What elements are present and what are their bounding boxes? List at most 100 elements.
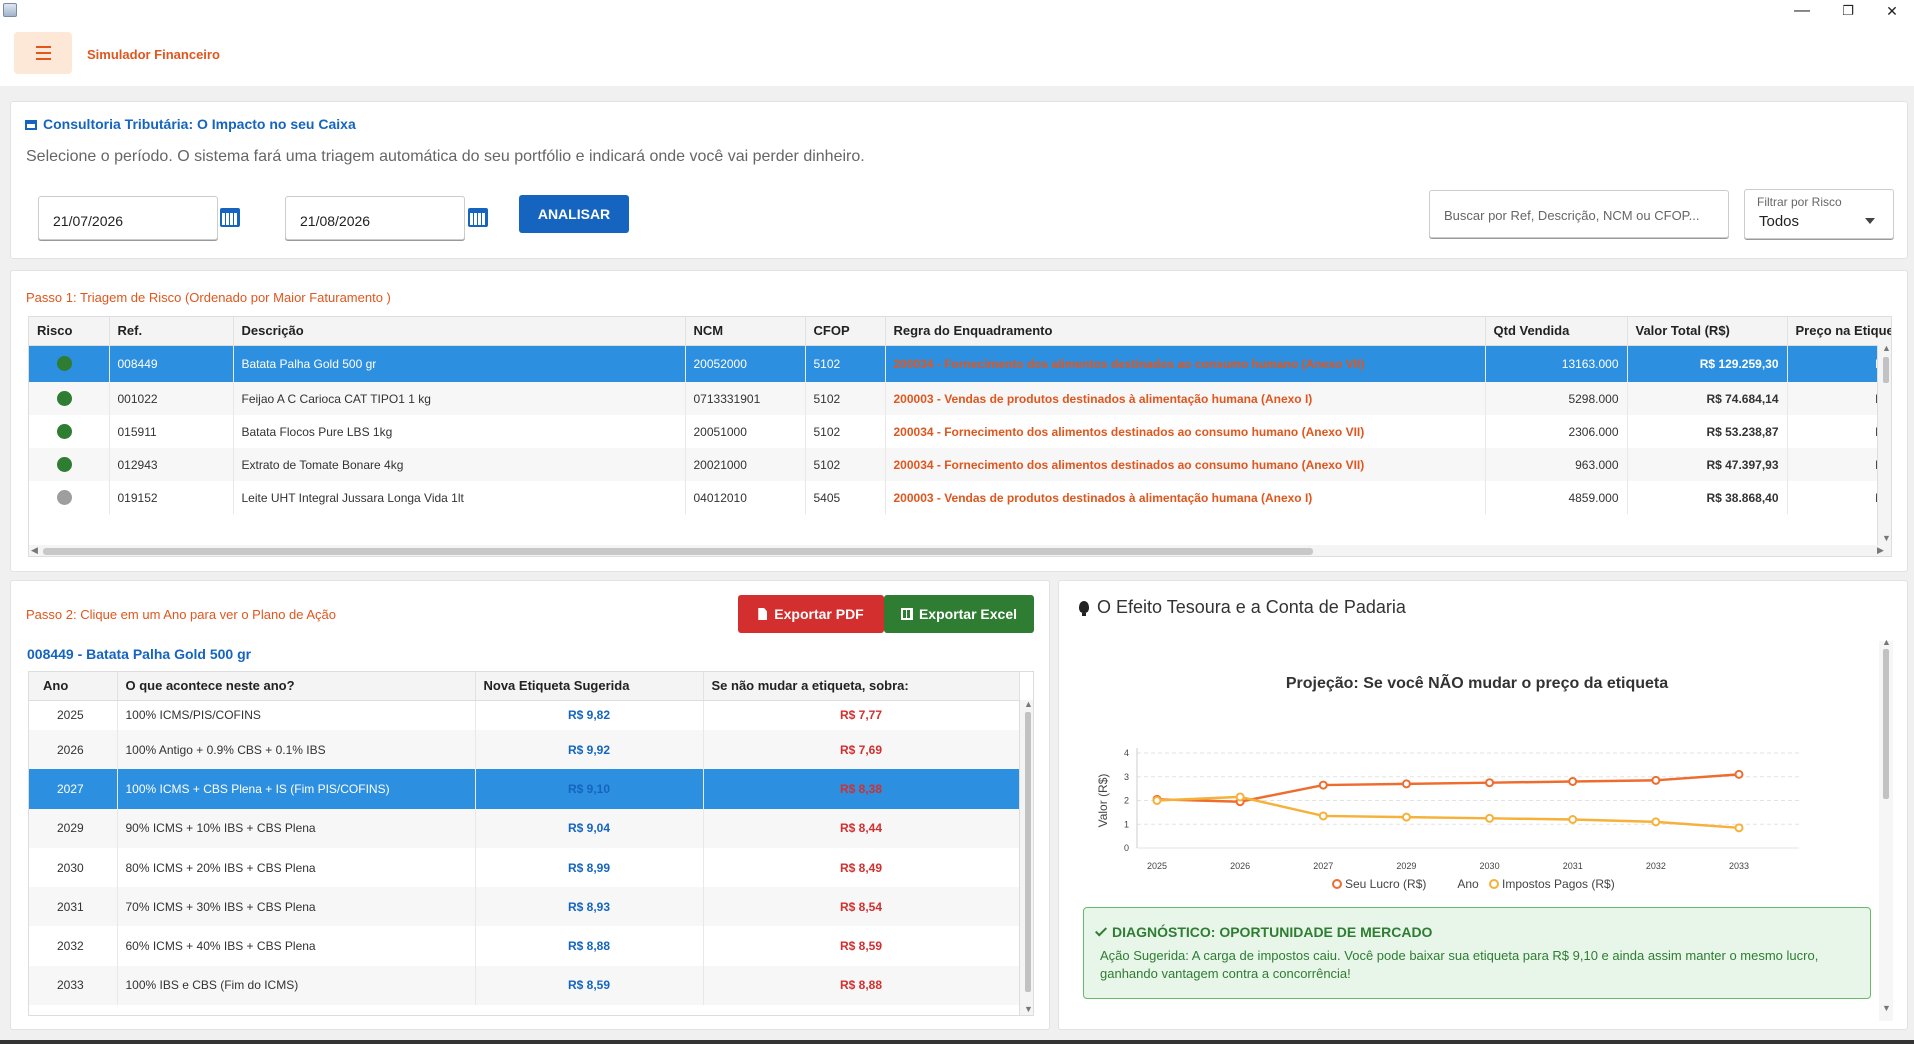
total-value-cell: R$ 129.259,30 [1627, 345, 1788, 382]
hamburger-icon [36, 46, 51, 48]
ref-cell: 015911 [109, 415, 234, 448]
vertical-scrollbar[interactable]: ▲ ▼ [1879, 637, 1893, 1021]
analyze-button[interactable]: ANALISAR [519, 195, 629, 233]
data-point[interactable] [1401, 779, 1411, 789]
x-tick-label: 2030 [1480, 861, 1500, 871]
column-header[interactable]: O que acontece neste ano? [117, 672, 476, 701]
table-row[interactable]: 019152 Leite UHT Integral Jussara Longa V… [29, 481, 1891, 514]
column-header[interactable]: NCM [685, 317, 806, 346]
ref-cell: 001022 [109, 382, 234, 415]
year-cell: 2032 [29, 926, 118, 966]
column-header[interactable]: Ano [29, 672, 118, 701]
data-point[interactable] [1318, 811, 1328, 821]
start-date-field[interactable]: 21/07/2026 [38, 196, 218, 240]
column-header[interactable]: Valor Total (R$) [1627, 317, 1788, 346]
vertical-scrollbar[interactable]: ▲ ▼ [1019, 699, 1033, 1015]
year-row[interactable]: 2026 100% Antigo + 0.9% CBS + 0.1% IBS R$ … [29, 730, 1020, 770]
column-header[interactable]: Regra do Enquadramento [885, 317, 1486, 346]
data-point[interactable] [1485, 778, 1495, 788]
y-tick-label: 2 [1124, 796, 1129, 806]
data-point[interactable] [1235, 792, 1245, 802]
scrollbar-thumb[interactable] [1025, 712, 1031, 992]
vertical-scrollbar[interactable]: ▲ ▼ [1877, 343, 1891, 545]
risk-cell [29, 448, 110, 481]
y-axis-label: Valor (R$) [1096, 774, 1110, 828]
year-description-cell: 90% ICMS + 10% IBS + CBS Plena [117, 808, 476, 848]
column-header[interactable]: Se não mudar a etiqueta, sobra: [703, 672, 1020, 701]
year-row[interactable]: 2032 60% ICMS + 40% IBS + CBS Plena R$ 8,8… [29, 926, 1020, 966]
remaining-cell: R$ 8,88 [703, 965, 1020, 1006]
ncm-cell: 04012010 [685, 481, 806, 514]
risk-filter-select[interactable]: Filtrar por Risco Todos [1744, 189, 1894, 239]
column-header[interactable]: Nova Etiqueta Sugerida [475, 672, 704, 701]
file-icon [758, 608, 768, 620]
year-row[interactable]: 2031 70% ICMS + 30% IBS + CBS Plena R$ 8,9… [29, 887, 1020, 927]
legend-label[interactable]: Impostos Pagos (R$) [1502, 877, 1615, 891]
year-row[interactable]: 2025 100% ICMS/PIS/COFINS R$ 9,82 R$ 7,77 [29, 700, 1020, 730]
action-plan-card: Passo 2: Clique em um Ano para ver o Pla… [10, 580, 1050, 1030]
risk-indicator-icon [57, 356, 72, 372]
app-icon [3, 3, 17, 17]
data-point[interactable] [1651, 817, 1661, 827]
section-title: Consultoria Tributária: O Impacto no seu… [25, 116, 356, 132]
x-tick-label: 2031 [1563, 861, 1583, 871]
description-cell: Batata Palha Gold 500 gr [233, 345, 686, 382]
data-point[interactable] [1734, 769, 1744, 779]
total-value-cell: R$ 47.397,93 [1627, 448, 1788, 481]
search-input[interactable]: Buscar por Ref, Descrição, NCM ou CFOP..… [1429, 190, 1729, 238]
scissors-effect-card: O Efeito Tesoura e a Conta de Padaria Pr… [1058, 580, 1908, 1030]
scrollbar-thumb[interactable] [1883, 649, 1889, 799]
table-row[interactable]: 001022 Feijao A C Carioca CAT TIPO1 1 kg 0… [29, 382, 1891, 415]
column-header[interactable]: Preço na Etiqueta [1787, 317, 1891, 346]
horizontal-scrollbar[interactable]: ◀ ▶ [29, 545, 1891, 556]
risk-indicator-icon [57, 490, 72, 506]
remaining-cell: R$ 8,44 [703, 808, 1020, 848]
menu-button[interactable] [14, 32, 72, 74]
year-cell: 2030 [29, 847, 118, 888]
x-axis-label: Ano [1457, 877, 1479, 891]
scrollbar-thumb[interactable] [1883, 357, 1889, 383]
y-tick-label: 4 [1124, 748, 1129, 758]
cfop-cell: 5405 [805, 481, 886, 514]
data-point[interactable] [1734, 823, 1744, 833]
calendar-icon[interactable] [220, 208, 240, 227]
spreadsheet-icon [900, 608, 913, 620]
risk-cell [29, 345, 110, 382]
column-header[interactable]: Ref. [109, 317, 234, 346]
legend-label[interactable]: Seu Lucro (R$) [1345, 877, 1426, 891]
column-header[interactable]: CFOP [805, 317, 886, 346]
table-row[interactable]: 015911 Batata Flocos Pure LBS 1kg 20051000… [29, 415, 1891, 448]
minimize-button[interactable]: — [1794, 2, 1810, 19]
year-row[interactable]: 2033 100% IBS e CBS (Fim do ICMS) R$ 8,59 R… [29, 965, 1020, 1006]
column-header[interactable]: Descrição [233, 317, 686, 346]
column-header[interactable]: Risco [29, 317, 110, 346]
data-point[interactable] [1568, 815, 1578, 824]
close-button[interactable]: ✕ [1886, 3, 1898, 19]
rule-cell: 200034 - Fornecimento dos alimentos dest… [885, 345, 1486, 382]
cfop-cell: 5102 [805, 448, 886, 481]
data-point[interactable] [1485, 813, 1495, 823]
table-row[interactable]: 008449 Batata Palha Gold 500 gr 20052000 51… [29, 345, 1891, 382]
end-date-field[interactable]: 21/08/2026 [285, 196, 465, 240]
suggested-price-cell: R$ 9,10 [475, 769, 704, 809]
year-row[interactable]: 2027 100% ICMS + CBS Plena + IS (Fim PIS/… [29, 769, 1020, 809]
restore-button[interactable]: ❐ [1842, 3, 1854, 18]
calendar-icon[interactable] [468, 208, 488, 227]
scrollbar-thumb[interactable] [43, 548, 1313, 555]
risk-indicator-icon [57, 391, 72, 407]
data-point[interactable] [1651, 775, 1661, 785]
year-row[interactable]: 2030 80% ICMS + 20% IBS + CBS Plena R$ 8,9… [29, 847, 1020, 888]
data-point[interactable] [1401, 812, 1411, 822]
data-point[interactable] [1568, 777, 1578, 786]
data-point[interactable] [1318, 780, 1328, 790]
year-row[interactable]: 2029 90% ICMS + 10% IBS + CBS Plena R$ 9,0… [29, 808, 1020, 848]
year-cell: 2029 [29, 808, 118, 848]
qty-cell: 963.000 [1485, 448, 1628, 481]
table-row[interactable]: 012943 Extrato de Tomate Bonare 4kg 200210… [29, 448, 1891, 481]
export-excel-button[interactable]: Exportar Excel [884, 595, 1034, 633]
export-pdf-button[interactable]: Exportar PDF [738, 595, 884, 633]
risk-indicator-icon [57, 424, 72, 440]
column-header[interactable]: Qtd Vendida [1485, 317, 1628, 346]
qty-cell: 2306.000 [1485, 415, 1628, 448]
data-point[interactable] [1152, 796, 1162, 805]
